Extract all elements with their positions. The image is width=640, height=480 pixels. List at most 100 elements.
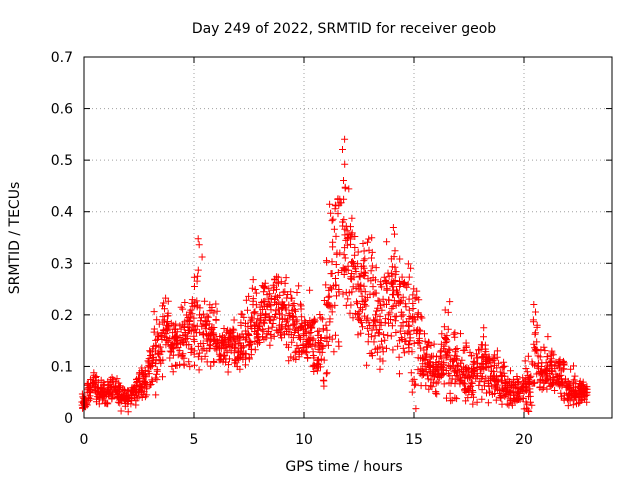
data-point	[405, 273, 413, 281]
data-point	[138, 394, 146, 401]
data-point	[360, 247, 368, 255]
data-point	[348, 214, 356, 222]
data-point	[467, 352, 475, 360]
data-point	[570, 383, 577, 391]
data-point	[453, 395, 461, 403]
data-point	[281, 288, 289, 296]
y-tick-label: 0.6	[51, 102, 73, 118]
data-point	[395, 291, 403, 299]
data-point	[400, 349, 408, 357]
data-point	[104, 400, 112, 408]
data-point	[278, 334, 286, 342]
data-point	[341, 135, 349, 143]
data-point	[443, 352, 451, 360]
data-point	[190, 314, 198, 322]
data-point	[381, 336, 389, 344]
data-point	[447, 364, 455, 372]
data-point	[519, 374, 527, 382]
data-point	[547, 375, 554, 383]
x-tick-label: 0	[80, 432, 89, 448]
data-point	[541, 347, 549, 355]
data-point	[226, 355, 233, 363]
data-point	[282, 274, 290, 282]
data-point	[260, 318, 268, 326]
data-point	[478, 395, 486, 403]
data-point	[342, 266, 350, 274]
data-point	[205, 320, 213, 328]
data-point	[340, 177, 347, 184]
data-points	[78, 135, 591, 416]
data-point	[514, 380, 522, 388]
data-point	[108, 395, 116, 403]
data-point	[156, 350, 164, 358]
data-point	[486, 387, 493, 395]
data-point	[287, 294, 295, 302]
data-point	[285, 357, 293, 365]
data-point	[529, 360, 537, 368]
data-point	[95, 400, 103, 408]
data-point	[412, 380, 420, 388]
data-point	[481, 382, 488, 390]
data-point	[196, 311, 203, 319]
data-point	[319, 343, 327, 351]
data-point	[458, 356, 466, 364]
data-point	[402, 303, 410, 311]
data-point	[376, 281, 384, 289]
data-point	[343, 227, 351, 235]
data-point	[470, 357, 478, 365]
data-point	[270, 332, 278, 340]
data-point	[300, 332, 308, 339]
data-point	[475, 346, 482, 354]
data-point	[124, 393, 132, 401]
data-point	[201, 321, 209, 329]
data-point	[406, 334, 414, 342]
data-point	[569, 401, 577, 409]
data-point	[376, 365, 384, 373]
data-point	[438, 362, 445, 370]
data-point	[344, 295, 352, 303]
data-point	[386, 309, 394, 317]
data-point	[287, 353, 295, 361]
data-point	[349, 258, 357, 266]
data-point	[339, 146, 346, 153]
data-point	[191, 361, 198, 369]
data-point	[160, 316, 168, 324]
data-point	[487, 362, 495, 370]
data-point	[372, 276, 379, 284]
data-point	[476, 362, 484, 370]
data-point	[328, 308, 336, 316]
data-point	[319, 325, 327, 333]
data-point	[410, 285, 418, 293]
data-point	[401, 330, 409, 337]
data-point	[185, 341, 193, 348]
data-point	[172, 361, 180, 369]
data-point	[273, 326, 281, 334]
data-point	[194, 235, 202, 243]
data-point	[397, 334, 405, 342]
data-point	[218, 342, 225, 350]
data-point	[210, 358, 218, 366]
data-point	[359, 240, 367, 247]
data-point	[557, 389, 565, 397]
data-point	[384, 331, 392, 339]
data-point	[446, 372, 454, 380]
data-point	[314, 356, 322, 364]
data-point	[141, 378, 148, 386]
data-point	[417, 313, 425, 321]
data-point	[130, 388, 137, 396]
data-point	[189, 323, 197, 331]
data-point	[390, 297, 398, 305]
y-tick-label: 0.2	[51, 308, 73, 324]
data-point	[368, 248, 376, 256]
data-point	[335, 342, 343, 350]
data-point	[391, 313, 399, 321]
data-point	[320, 297, 328, 304]
data-point	[260, 319, 268, 327]
data-point	[571, 372, 579, 380]
data-point	[190, 350, 198, 358]
data-point	[188, 345, 196, 353]
data-point	[239, 355, 247, 363]
data-point	[570, 362, 577, 370]
data-point	[309, 335, 317, 343]
data-point	[370, 317, 378, 325]
